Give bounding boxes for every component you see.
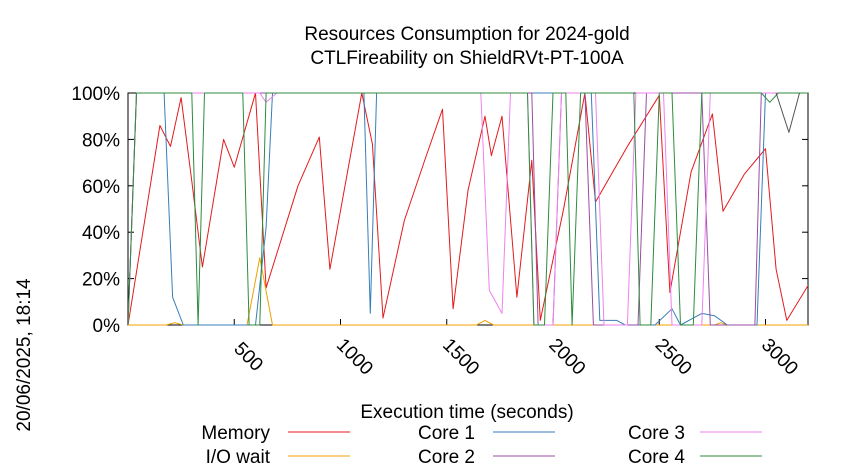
y-tick-label: 100% [71, 84, 120, 105]
legend-label-i-o-wait: I/O wait [206, 447, 271, 468]
series-line-i-o-wait [128, 257, 808, 326]
y-tick-label: 20% [82, 270, 120, 291]
series-line-core-1 [128, 92, 808, 326]
series-line-core-2 [128, 92, 808, 326]
x-axis-label: Execution time (seconds) [360, 402, 573, 423]
legend-label-memory: Memory [201, 423, 270, 444]
y-axis: 0% 20% 40% 60% 80% 100% [71, 84, 808, 337]
timestamp-label: 20/06/2025, 18:14 [14, 278, 35, 432]
series-line-extra-6 [775, 92, 800, 133]
y-tick-label: 0% [93, 316, 121, 337]
legend-label-core-3: Core 3 [628, 423, 685, 444]
series-line-memory [128, 92, 808, 326]
x-tick-label: 1500 [438, 335, 483, 380]
x-tick-label: 3000 [757, 335, 802, 380]
y-tick-label: 80% [82, 130, 120, 151]
x-tick-label: 1000 [332, 335, 377, 380]
series-line-core-4 [128, 92, 808, 326]
legend-label-core-1: Core 1 [418, 423, 475, 444]
series-group [128, 92, 808, 326]
x-tick-label: 500 [230, 338, 267, 375]
legend: Memory I/O wait Core 1 Core 2 Core 3 Core 4 [201, 423, 762, 468]
chart-subtitle: CTLFireability on ShieldRVt-PT-100A [310, 48, 624, 69]
legend-label-core-4: Core 4 [628, 447, 685, 468]
x-tick-label: 2500 [651, 335, 696, 380]
chart-title: Resources Consumption for 2024-gold [304, 24, 629, 45]
series-line-core-3 [128, 92, 808, 326]
y-tick-label: 60% [82, 177, 120, 198]
legend-label-core-2: Core 2 [418, 447, 475, 468]
x-axis: 500 1000 1500 2000 2500 3000 [230, 319, 802, 379]
x-tick-label: 2000 [545, 335, 590, 380]
y-tick-label: 40% [82, 223, 120, 244]
